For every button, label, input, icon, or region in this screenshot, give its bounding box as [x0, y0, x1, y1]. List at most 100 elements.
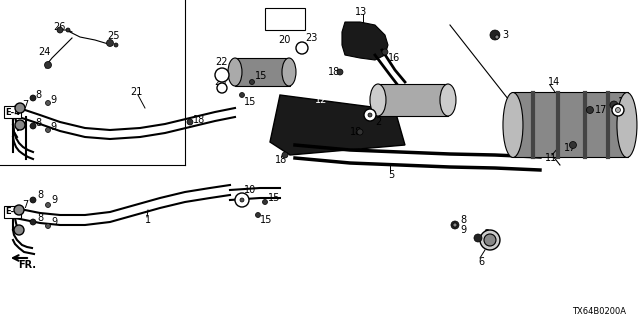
Text: 18: 18: [328, 67, 340, 77]
Text: 17: 17: [564, 143, 577, 153]
Text: 23: 23: [305, 33, 317, 43]
Text: 15: 15: [244, 97, 257, 107]
Circle shape: [45, 100, 51, 106]
Text: 10: 10: [244, 185, 256, 195]
Text: 9: 9: [50, 95, 56, 105]
Text: TX64B0200A: TX64B0200A: [572, 308, 626, 316]
Circle shape: [610, 101, 618, 109]
Circle shape: [187, 119, 193, 125]
Text: 17: 17: [595, 105, 607, 115]
Circle shape: [30, 197, 36, 203]
Circle shape: [484, 234, 496, 246]
Circle shape: [235, 193, 249, 207]
Bar: [378, 84, 448, 116]
Circle shape: [30, 95, 36, 101]
Circle shape: [337, 69, 343, 75]
Ellipse shape: [370, 84, 386, 116]
Circle shape: [282, 152, 288, 158]
Circle shape: [215, 68, 229, 82]
Circle shape: [382, 49, 388, 55]
Circle shape: [262, 199, 268, 204]
Bar: [265, 8, 305, 30]
Circle shape: [45, 127, 51, 132]
Text: E-4: E-4: [5, 207, 20, 217]
Text: E-4: E-4: [5, 108, 20, 116]
Text: 21: 21: [130, 87, 142, 97]
Text: 22: 22: [215, 57, 227, 67]
Circle shape: [14, 225, 24, 235]
Circle shape: [495, 35, 499, 39]
Circle shape: [570, 141, 577, 148]
Ellipse shape: [503, 92, 523, 157]
Circle shape: [66, 28, 70, 32]
Ellipse shape: [282, 58, 296, 86]
Circle shape: [612, 104, 624, 116]
Text: 15: 15: [260, 215, 273, 225]
Text: 13: 13: [355, 7, 367, 17]
Circle shape: [368, 113, 372, 117]
Polygon shape: [342, 22, 388, 60]
Circle shape: [490, 30, 500, 40]
Text: 9: 9: [460, 225, 466, 235]
Circle shape: [114, 43, 118, 47]
Circle shape: [586, 107, 593, 114]
Text: 8: 8: [35, 118, 41, 128]
Text: FR.: FR.: [18, 260, 36, 270]
Text: 9: 9: [483, 238, 489, 248]
Text: 3: 3: [502, 30, 508, 40]
Text: 26: 26: [53, 22, 65, 32]
Text: 16: 16: [388, 53, 400, 63]
Text: 7: 7: [22, 100, 28, 110]
Circle shape: [474, 234, 482, 242]
Circle shape: [45, 223, 51, 228]
Circle shape: [357, 129, 363, 135]
Circle shape: [240, 198, 244, 202]
Text: 8: 8: [35, 90, 41, 100]
Polygon shape: [270, 95, 405, 155]
Text: 5: 5: [388, 170, 394, 180]
Text: 7: 7: [22, 200, 28, 210]
Bar: [513, 92, 628, 157]
Circle shape: [30, 123, 36, 129]
Circle shape: [453, 223, 457, 227]
Circle shape: [364, 109, 376, 121]
Circle shape: [30, 219, 36, 225]
Text: 9: 9: [51, 217, 57, 227]
Ellipse shape: [228, 58, 242, 86]
Text: 2: 2: [375, 117, 381, 127]
Circle shape: [45, 61, 51, 68]
Circle shape: [15, 120, 25, 130]
Text: 19: 19: [281, 10, 293, 20]
Text: 18: 18: [275, 155, 287, 165]
Text: 15: 15: [255, 71, 268, 81]
Circle shape: [250, 79, 255, 84]
Circle shape: [106, 39, 113, 46]
Text: 23: 23: [214, 77, 227, 87]
Text: 1: 1: [145, 215, 151, 225]
Ellipse shape: [440, 84, 456, 116]
Text: 4: 4: [624, 105, 630, 115]
Circle shape: [296, 42, 308, 54]
Text: 6: 6: [478, 257, 484, 267]
Circle shape: [480, 230, 500, 250]
Ellipse shape: [617, 92, 637, 157]
Text: 24: 24: [38, 47, 51, 57]
Circle shape: [45, 203, 51, 207]
Circle shape: [255, 212, 260, 218]
Text: 15: 15: [268, 193, 280, 203]
Text: 17: 17: [618, 97, 630, 107]
Circle shape: [217, 83, 227, 93]
Text: 9: 9: [50, 122, 56, 132]
Text: 8: 8: [483, 229, 489, 239]
Text: 18: 18: [193, 115, 205, 125]
Text: 25: 25: [107, 31, 120, 41]
Circle shape: [616, 108, 620, 113]
Text: 8: 8: [37, 213, 43, 223]
Circle shape: [57, 27, 63, 33]
Text: 9: 9: [51, 195, 57, 205]
Text: 12: 12: [315, 95, 327, 105]
Text: 18: 18: [350, 127, 362, 137]
Text: 20: 20: [278, 35, 291, 45]
Text: 8: 8: [37, 190, 43, 200]
Text: 14: 14: [548, 77, 560, 87]
